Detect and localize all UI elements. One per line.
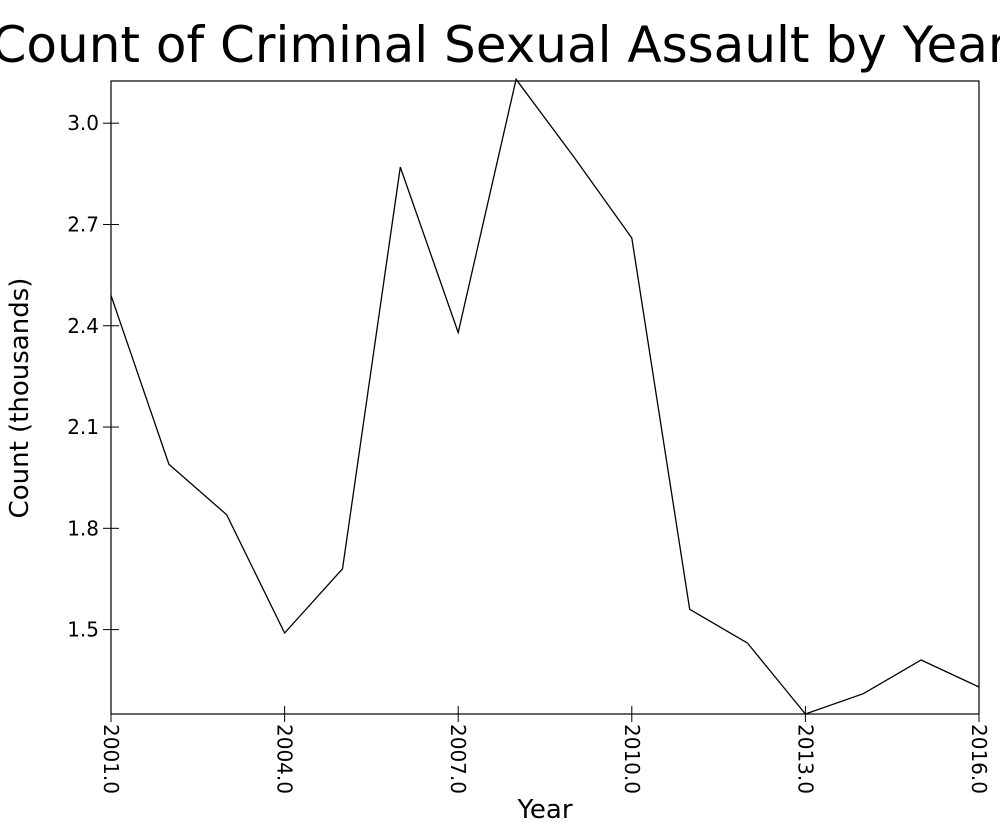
y-tick-label: 2.1 (67, 415, 99, 439)
x-tick-label: 2010.0 (620, 724, 644, 794)
y-tick-label: 1.8 (67, 516, 99, 540)
series-group (110, 77, 980, 715)
y-tick-label: 3.0 (67, 111, 99, 135)
plot-area-frame (110, 80, 980, 715)
x-axis-label: Year (516, 795, 572, 825)
chart-title: Count of Criminal Sexual Assault by Year (0, 16, 1000, 74)
x-tick-label: 2004.0 (273, 724, 297, 794)
x-tick-label: 2001.0 (99, 724, 123, 794)
series-line (110, 77, 980, 715)
y-axis-label: Count (thousands) (5, 278, 35, 519)
x-tick-label: 2013.0 (793, 724, 817, 794)
y-tick-label: 2.7 (67, 212, 99, 236)
y-tick-label: 1.5 (67, 618, 99, 642)
y-axis: 1.5 1.8 2.1 2.4 2.7 3.0 (67, 111, 119, 642)
x-tick-label: 2016.0 (967, 724, 991, 794)
x-tick-label: 2007.0 (446, 724, 470, 794)
x-axis: 2001.0 2004.0 2007.0 2010.0 2013.0 2016.0 (99, 706, 991, 794)
y-tick-label: 2.4 (67, 314, 99, 338)
